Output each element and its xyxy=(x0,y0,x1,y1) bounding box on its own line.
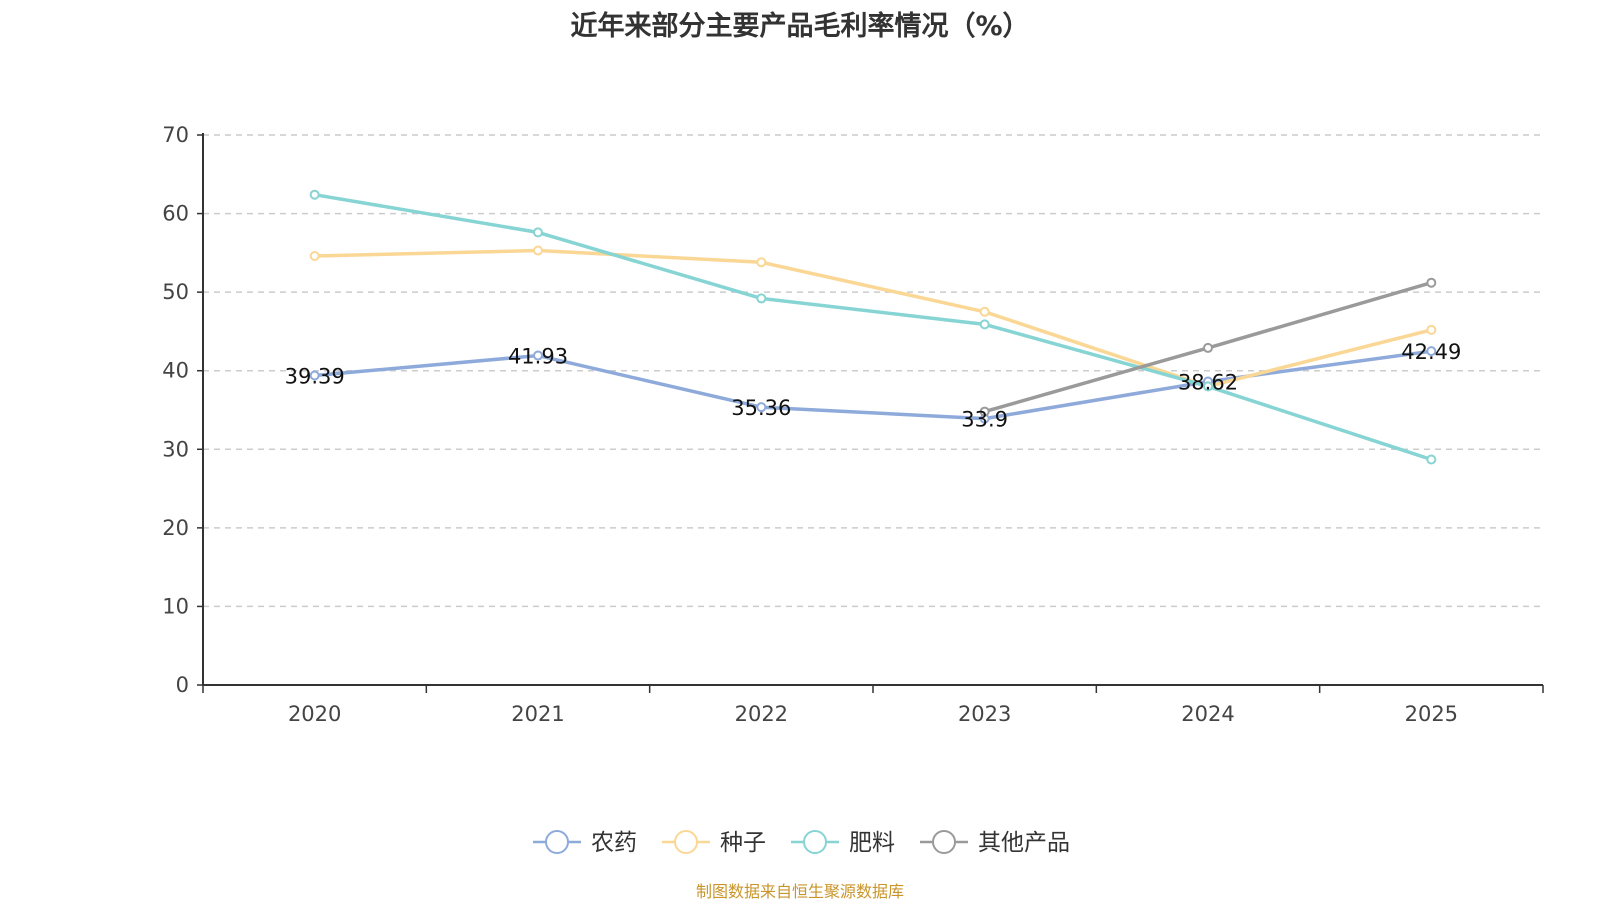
source-note: 制图数据来自恒生聚源数据库 xyxy=(695,882,904,901)
point-1-2023 xyxy=(979,306,990,317)
y-tick-label-50: 50 xyxy=(162,280,189,304)
chart-title: 近年来部分主要产品毛利率情况（%） xyxy=(570,11,1030,42)
x-tick-label-2024: 2024 xyxy=(1181,702,1234,726)
point-0-2021 xyxy=(533,350,543,361)
y-tick-label-0: 0 xyxy=(176,673,189,697)
legend-item-0: 农药 xyxy=(533,830,637,856)
axes: 0 10 20 30 40 50 60 70 2020 2021 2022 2023 2024 2025 xyxy=(162,123,1544,726)
point-0-2022 xyxy=(756,402,767,413)
legend-item-3: 其他产品 xyxy=(920,830,1070,856)
data-label-0-2023: 33.9 xyxy=(961,408,1008,432)
legend-item-1: 种子 xyxy=(662,830,766,856)
data-labels: 39.39 41.93 35.36 33.9 38.62 42.49 xyxy=(285,340,1462,431)
point-0-2020 xyxy=(309,370,320,381)
y-tick-label-20: 20 xyxy=(162,516,189,540)
data-label-0-2024: 38.62 xyxy=(1178,371,1238,395)
legend-marker-1 xyxy=(674,830,698,854)
point-2-2021 xyxy=(533,227,543,238)
point-2-2020 xyxy=(309,189,320,200)
point-1-2025 xyxy=(1426,324,1437,335)
x-tick-label-2021: 2021 xyxy=(511,702,564,726)
y-tick-label-10: 10 xyxy=(162,594,189,618)
point-2-2023 xyxy=(979,319,990,330)
x-tick-label-2022: 2022 xyxy=(735,702,788,726)
y-tick-label-70: 70 xyxy=(162,123,189,147)
y-tick-label-40: 40 xyxy=(162,359,189,383)
data-label-0-2020: 39.39 xyxy=(285,365,345,389)
series-lines xyxy=(309,189,1437,465)
point-3-2025 xyxy=(1426,277,1437,288)
point-3-2023 xyxy=(979,406,990,417)
point-3-2024 xyxy=(1203,342,1213,353)
legend-item-2: 肥料 xyxy=(791,830,895,856)
series-line-1 xyxy=(314,248,1432,389)
legend-label-0: 农药 xyxy=(591,830,637,856)
gridlines xyxy=(203,134,1543,608)
y-tick-label-60: 60 xyxy=(162,202,189,226)
legend-label-1: 种子 xyxy=(720,830,766,856)
point-0-2025 xyxy=(1426,346,1437,357)
point-1-2022 xyxy=(756,257,767,268)
data-label-0-2021: 41.93 xyxy=(508,345,568,369)
legend-label-2: 肥料 xyxy=(849,830,895,856)
point-2-2024 xyxy=(1203,381,1213,392)
y-tick-label-30: 30 xyxy=(162,437,189,461)
legend: 农药 种子 肥料 其他产品 xyxy=(533,830,1070,856)
x-tick-label-2025: 2025 xyxy=(1405,702,1458,726)
legend-marker-2 xyxy=(803,830,827,854)
data-label-0-2022: 35.36 xyxy=(731,396,791,420)
point-2-2022 xyxy=(756,293,767,304)
legend-marker-3 xyxy=(932,830,956,854)
point-1-2020 xyxy=(309,251,320,261)
x-tick-label-2023: 2023 xyxy=(958,702,1011,726)
point-1-2021 xyxy=(533,245,543,256)
series-line-0 xyxy=(314,349,1432,421)
data-label-0-2025: 42.49 xyxy=(1401,340,1461,364)
point-2-2025 xyxy=(1426,454,1437,465)
series-line-2 xyxy=(314,192,1432,462)
legend-marker-0 xyxy=(545,830,569,854)
x-tick-label-2020: 2020 xyxy=(288,702,341,726)
legend-label-3: 其他产品 xyxy=(978,830,1070,856)
